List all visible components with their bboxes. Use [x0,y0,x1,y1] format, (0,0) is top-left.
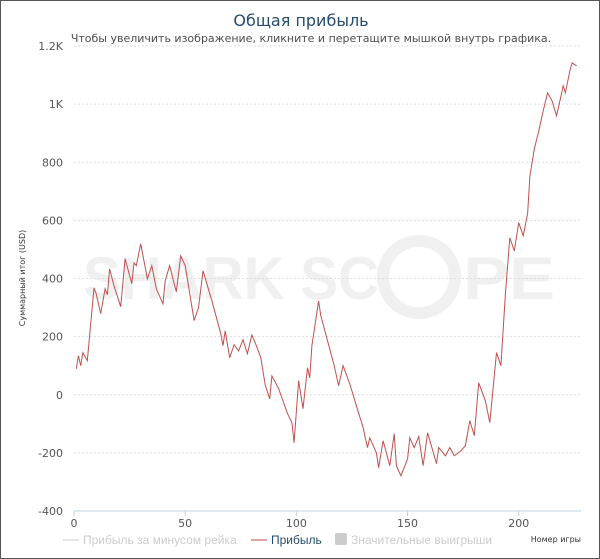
legend: Прибыль за минусом рейка Прибыль Значите… [63,533,492,547]
series-line-profit[interactable] [75,62,577,478]
legend-item-big-wins[interactable]: Значительные выигрыши [335,533,492,547]
watermark-text-right: PE [463,245,555,312]
watermark-scope-icon [377,235,461,319]
legend-item-rake[interactable]: Прибыль за минусом рейка [63,533,237,547]
legend-label-rake: Прибыль за минусом рейка [83,533,237,547]
legend-label-big-wins: Значительные выигрыши [351,533,492,547]
y-tick-label: 600 [42,214,63,227]
chart-subtitle: Чтобы увеличить изображение, кликните и … [71,32,551,45]
y-axis-label: Суммарный итог (USD) [18,230,27,327]
y-tick-label: 0 [56,389,63,402]
x-tick-label: 0 [71,517,78,530]
chart-title: Общая прибыль [233,11,368,30]
y-tick-label: -200 [38,447,63,460]
y-tick-label: 1.2K [38,40,63,53]
x-tick-label: 150 [397,517,418,530]
legend-swatch-big-wins [335,533,347,545]
x-axis-label: Номер игры [531,535,581,544]
x-tick-label: 200 [508,517,529,530]
y-tick-label: 1K [49,98,64,111]
legend-label-profit: Прибыль [271,533,322,547]
x-tick-label: 100 [286,517,307,530]
y-tick-label: -400 [38,505,63,518]
y-tick-label: 800 [42,156,63,169]
x-tick-label: 50 [178,517,192,530]
legend-item-profit[interactable]: Прибыль [251,533,322,547]
y-tick-label: 200 [42,331,63,344]
y-tick-label: 400 [42,273,63,286]
